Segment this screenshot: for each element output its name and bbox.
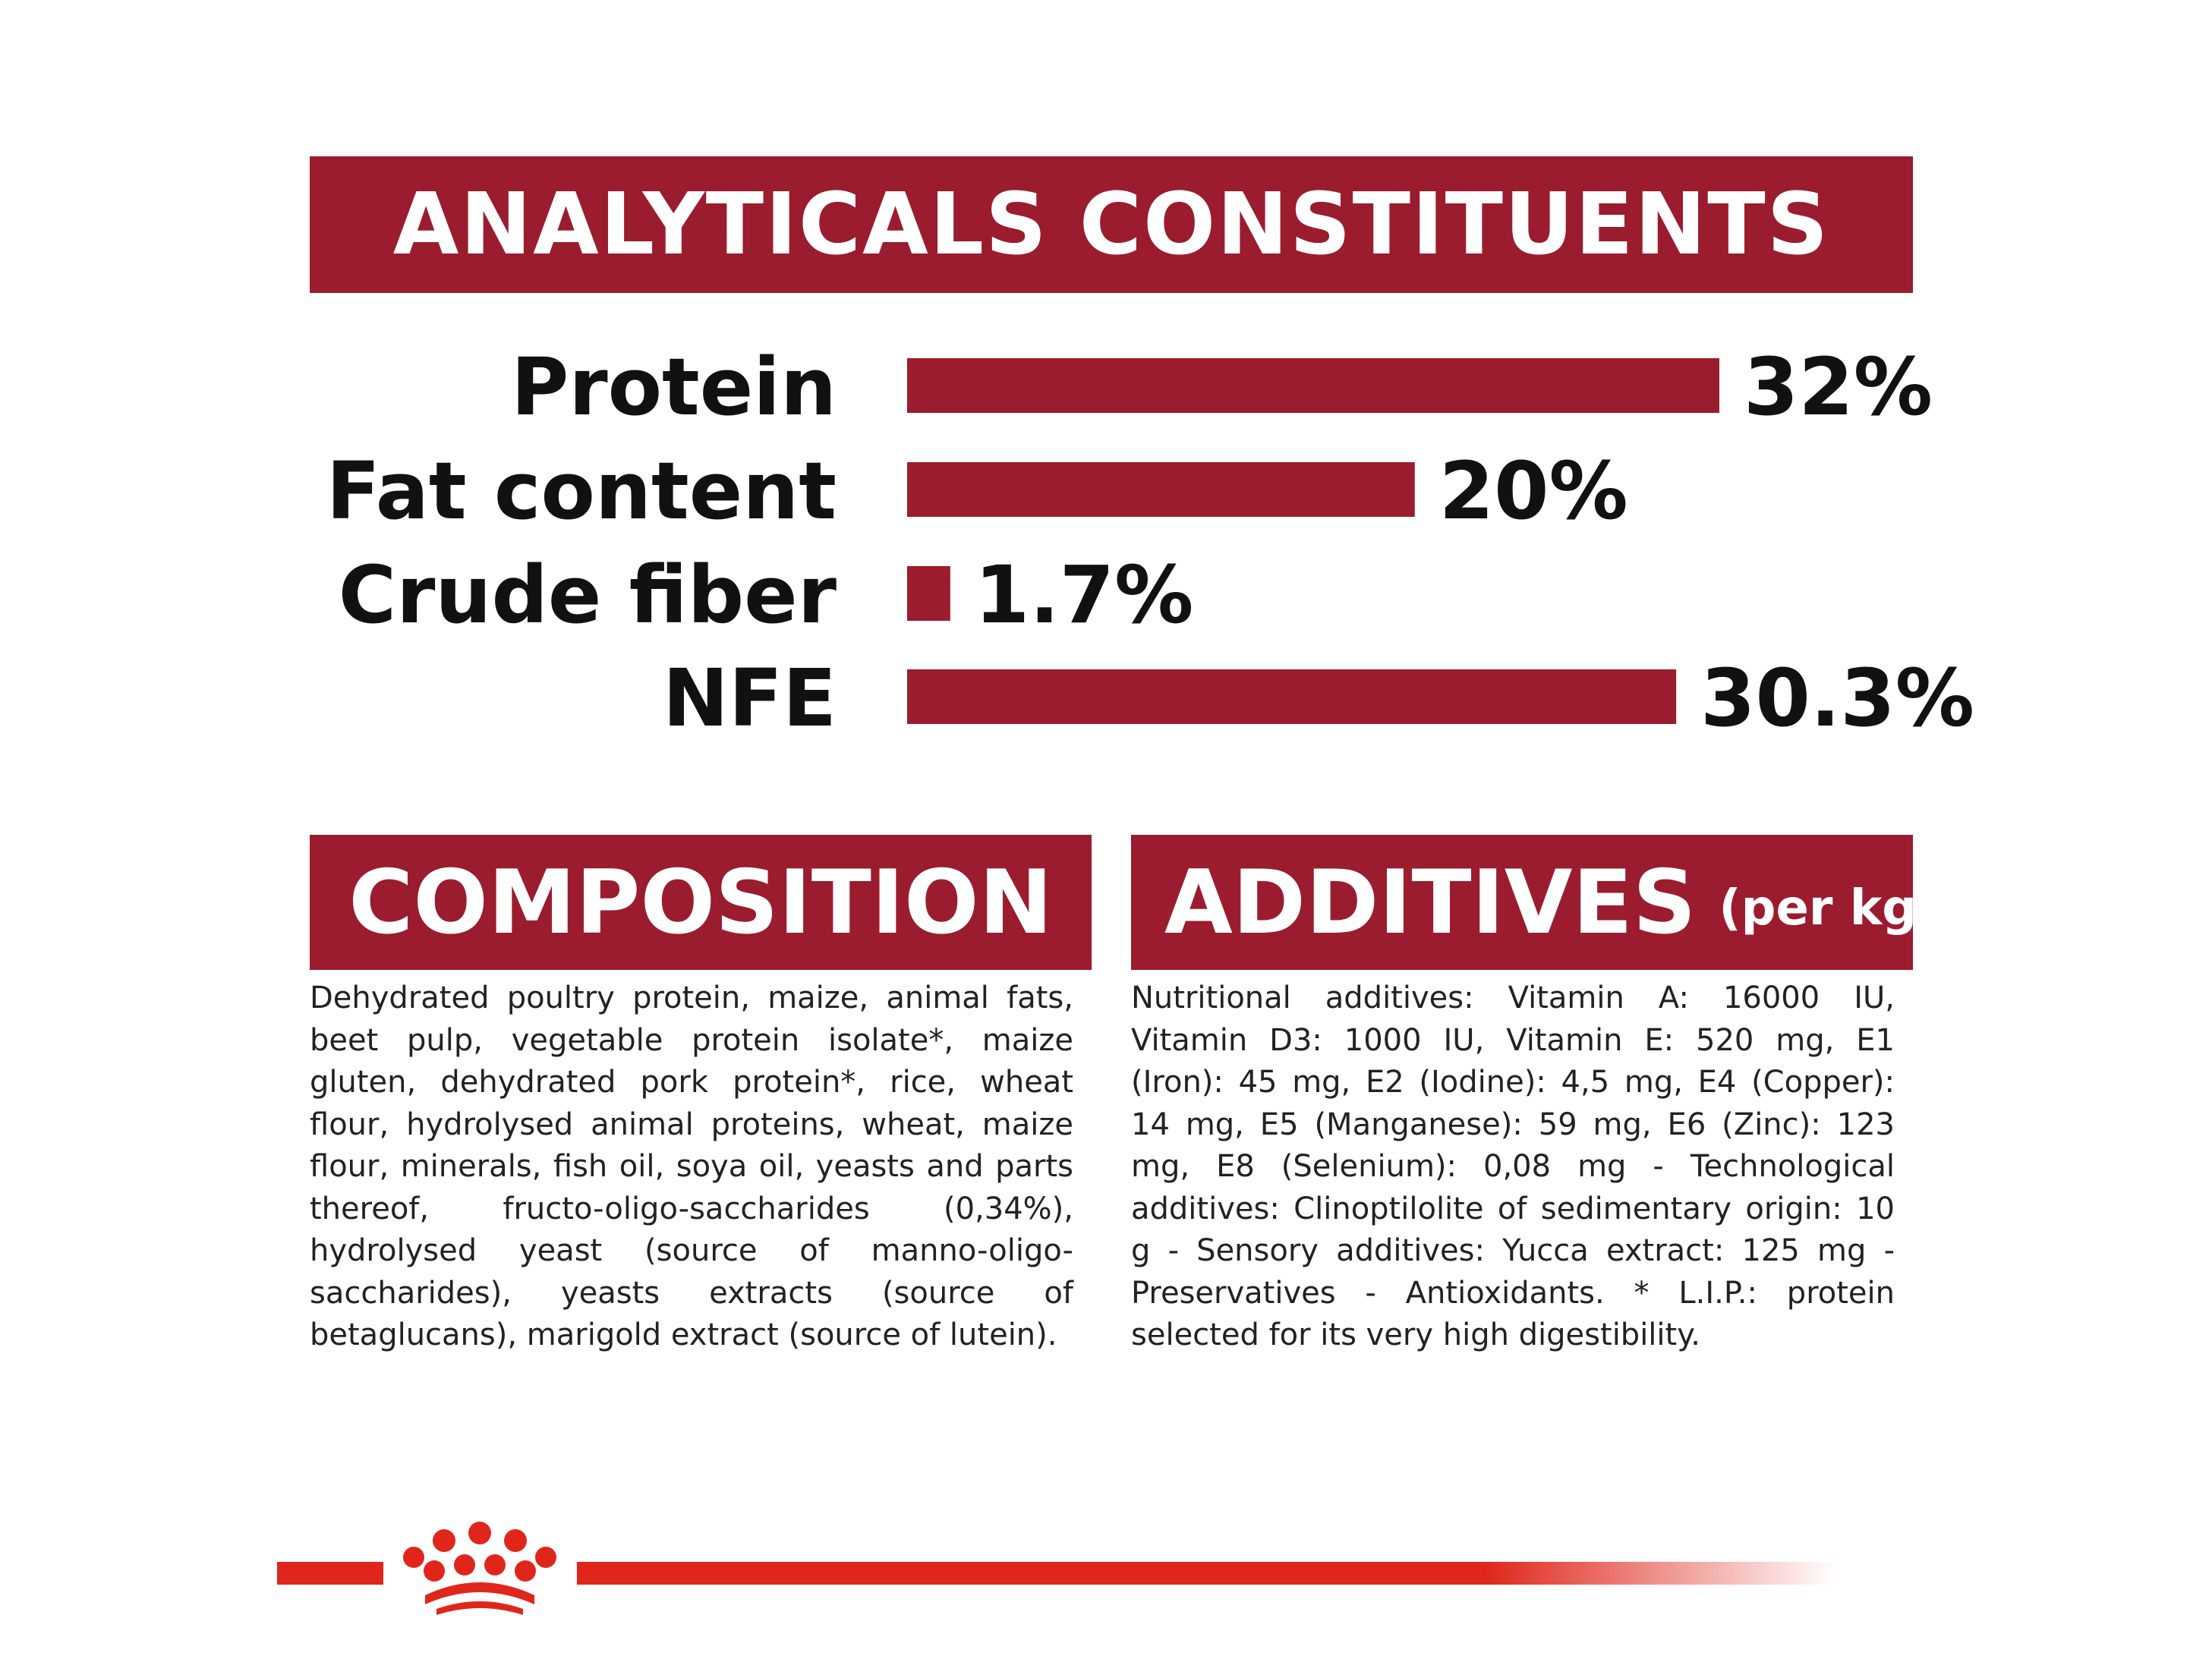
bar [907,358,1719,413]
composition-title: COMPOSITION [348,851,1053,954]
footer-line-left [277,1562,383,1585]
footer-brand-strip [277,1522,1837,1615]
category-label: NFE [663,652,837,745]
analytical-constituents-title: ANALYTICALS CONSTITUENTS [392,175,1830,274]
bar [907,669,1677,724]
composition-banner: COMPOSITION [310,835,1092,970]
bar [907,566,950,621]
value-label: 32% [1744,341,1933,433]
value-label: 1.7% [975,549,1193,641]
additives-text: Nutritional additives: Vitamin A: 16000 … [1131,981,1895,1352]
category-label: Protein [511,341,837,433]
composition-text: Dehydrated poultry protein, maize, anima… [310,981,1073,1352]
category-label: Crude fiber [339,549,837,641]
constituents-bar-chart: Protein 32% Fat content 20% Crude fiber 1.7% N… [326,341,1974,745]
value-label: 30.3% [1700,652,1974,745]
analytical-constituents-banner: ANALYTICALS CONSTITUENTS [310,156,1913,293]
additives-title: ADDITIVES [1164,851,1697,954]
bar [907,462,1415,517]
additives-banner: ADDITIVES (per kg) [1131,835,1939,970]
footer-line-right [577,1562,1837,1585]
value-label: 20% [1439,445,1628,537]
category-label: Fat content [326,445,837,537]
additives-subtitle: (per kg) [1719,880,1939,937]
crown-icon [403,1522,556,1615]
